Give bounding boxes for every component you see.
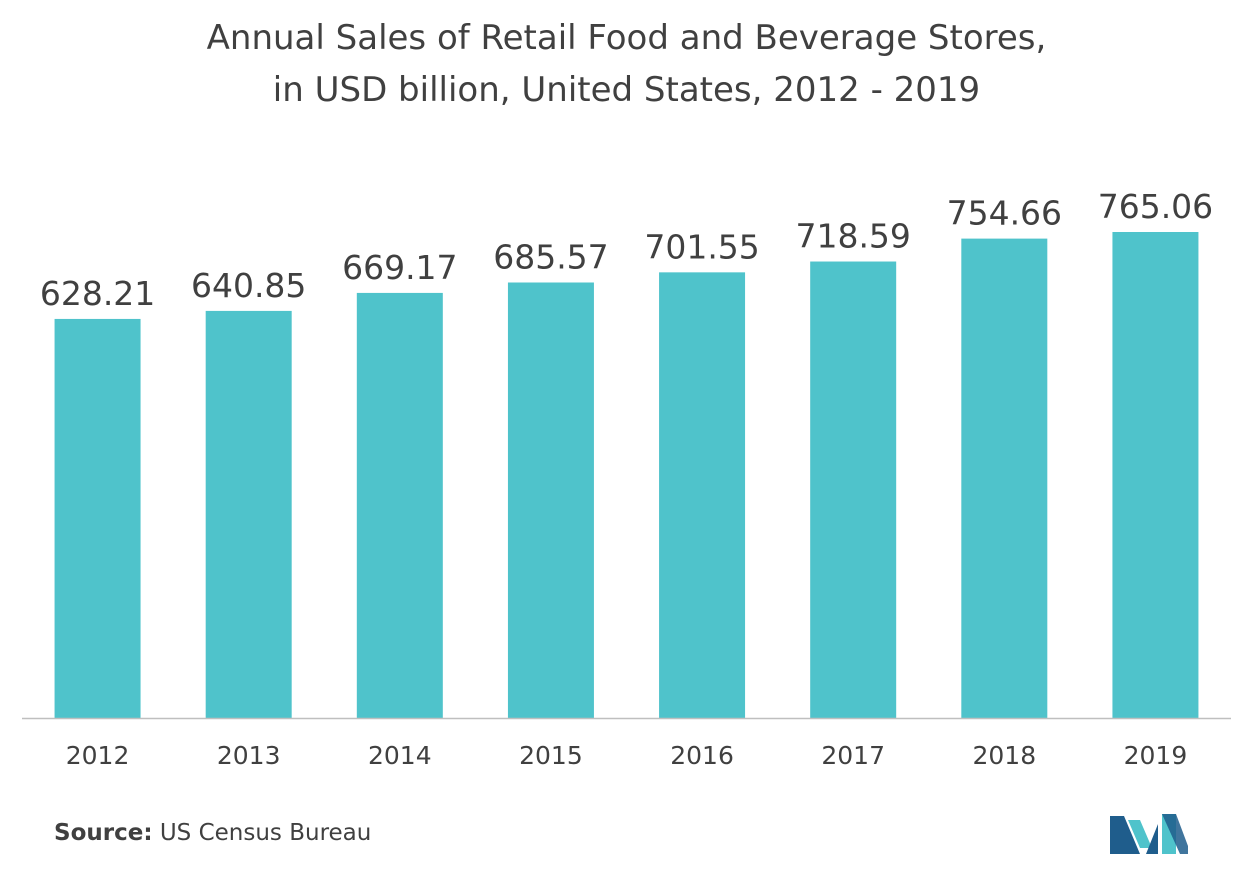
bar-2013 bbox=[205, 310, 292, 718]
x-tick-label-2016: 2016 bbox=[670, 741, 734, 770]
x-tick-labels-group: 2012 2013 2014 2015 2016 2017 2018 2019 bbox=[66, 741, 1188, 770]
value-label-2015: 685.57 bbox=[493, 237, 608, 276]
x-tick-label-2012: 2012 bbox=[66, 741, 130, 770]
bar-2018 bbox=[961, 238, 1048, 718]
x-tick-label-2015: 2015 bbox=[519, 741, 583, 770]
source-text: US Census Bureau bbox=[152, 820, 372, 846]
bar-2016 bbox=[659, 272, 746, 718]
mordor-intelligence-logo-icon bbox=[1110, 814, 1188, 854]
bar-2019 bbox=[1112, 232, 1199, 718]
bar-2017 bbox=[810, 261, 897, 718]
value-label-2019: 765.06 bbox=[1098, 187, 1213, 226]
x-tick-label-2018: 2018 bbox=[973, 741, 1037, 770]
x-tick-label-2017: 2017 bbox=[821, 741, 885, 770]
value-label-2012: 628.21 bbox=[40, 274, 155, 313]
value-labels-group: 628.21 640.85 669.17 685.57 701.55 718.59 754.… bbox=[40, 187, 1213, 313]
x-tick-label-2019: 2019 bbox=[1124, 741, 1188, 770]
source-label: Source: bbox=[54, 820, 153, 846]
x-tick-label-2014: 2014 bbox=[368, 741, 432, 770]
x-tick-label-2013: 2013 bbox=[217, 741, 281, 770]
bar-2014 bbox=[356, 292, 443, 718]
bar-2015 bbox=[507, 282, 594, 718]
chart-title-line-1: Annual Sales of Retail Food and Beverage… bbox=[206, 18, 1047, 58]
chart-title-line-2: in USD billion, United States, 2012 - 20… bbox=[272, 70, 981, 110]
value-label-2016: 701.55 bbox=[644, 227, 759, 266]
value-label-2018: 754.66 bbox=[947, 194, 1062, 233]
source-note: Source: US Census Bureau bbox=[54, 820, 371, 846]
bars-group bbox=[54, 232, 1199, 718]
value-label-2013: 640.85 bbox=[191, 266, 306, 305]
bar-2012 bbox=[54, 318, 141, 718]
chart-title: Annual Sales of Retail Food and Beverage… bbox=[0, 12, 1253, 116]
value-label-2014: 669.17 bbox=[342, 248, 457, 287]
value-label-2017: 718.59 bbox=[795, 217, 910, 256]
